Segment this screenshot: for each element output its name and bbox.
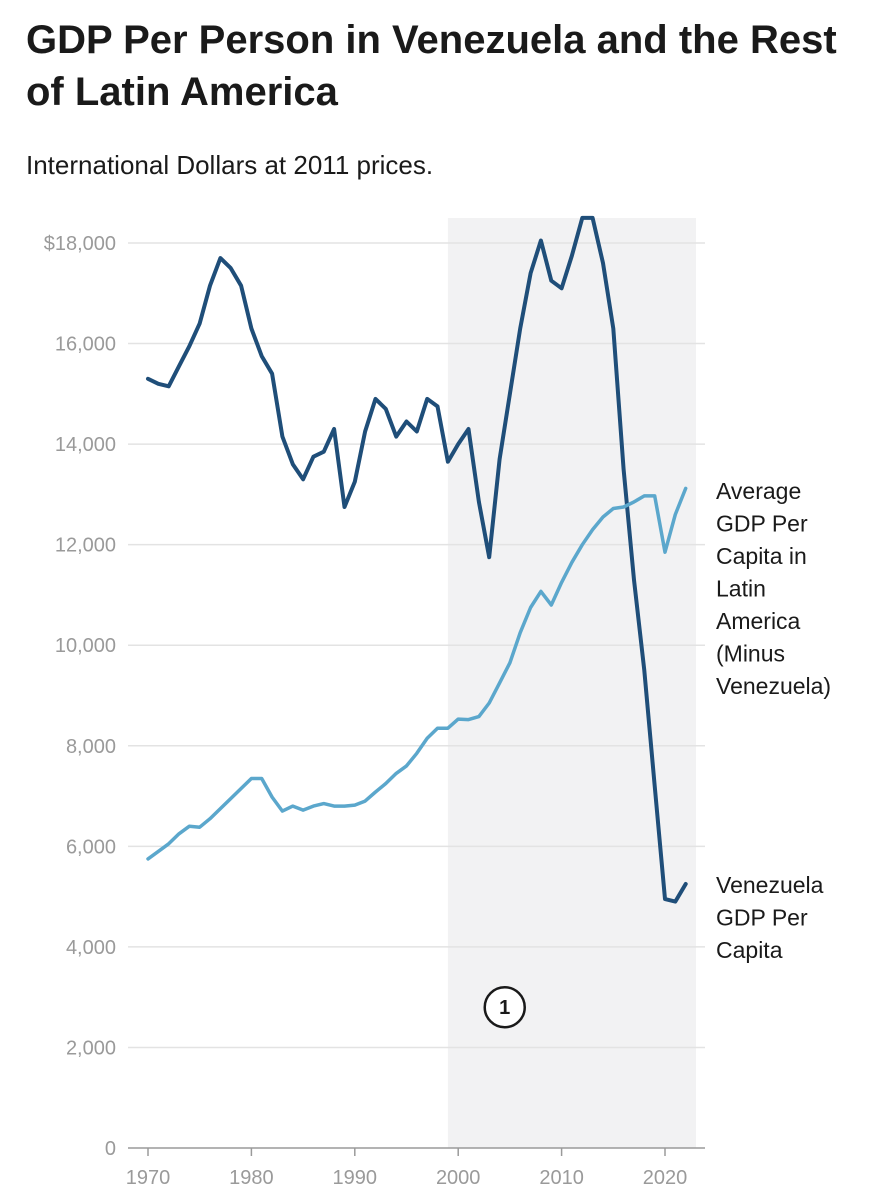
x-tick-label: 1980 [229,1167,274,1189]
y-tick-label: 6,000 [66,836,116,858]
venezuela-gdp-line [146,215,688,904]
latin-america-series-label: Average GDP Per Capita in Latin America (Minu… [716,478,831,699]
x-tick-label: 1970 [126,1167,171,1189]
y-tick-label: 10,000 [55,635,116,657]
x-tick-label: 2000 [436,1167,481,1189]
y-tick-label: 8,000 [66,736,116,758]
annotation-marker-number: 1 [499,997,510,1019]
annotation-marker-circle [483,985,526,1029]
y-tick-label: 4,000 [66,937,116,959]
latin-america-gdp-line [146,486,688,861]
y-tick-label: 12,000 [55,535,116,557]
y-tick-label: $18,000 [44,233,116,255]
y-tick-label: 16,000 [55,334,116,356]
x-tick-label: 2010 [539,1167,584,1189]
venezuela-series-label: Venezuela GDP Per Capita [716,872,824,963]
y-tick-label: 14,000 [55,434,116,456]
x-tick-label: 1990 [333,1167,378,1189]
x-tick-label: 2020 [643,1167,688,1189]
chart-title: GDP Per Person in Venezuela and the Rest… [26,18,837,114]
chart-subtitle: International Dollars at 2011 prices. [26,150,434,180]
y-tick-label: 2,000 [66,1037,116,1059]
y-tick-label: 0 [105,1138,116,1160]
